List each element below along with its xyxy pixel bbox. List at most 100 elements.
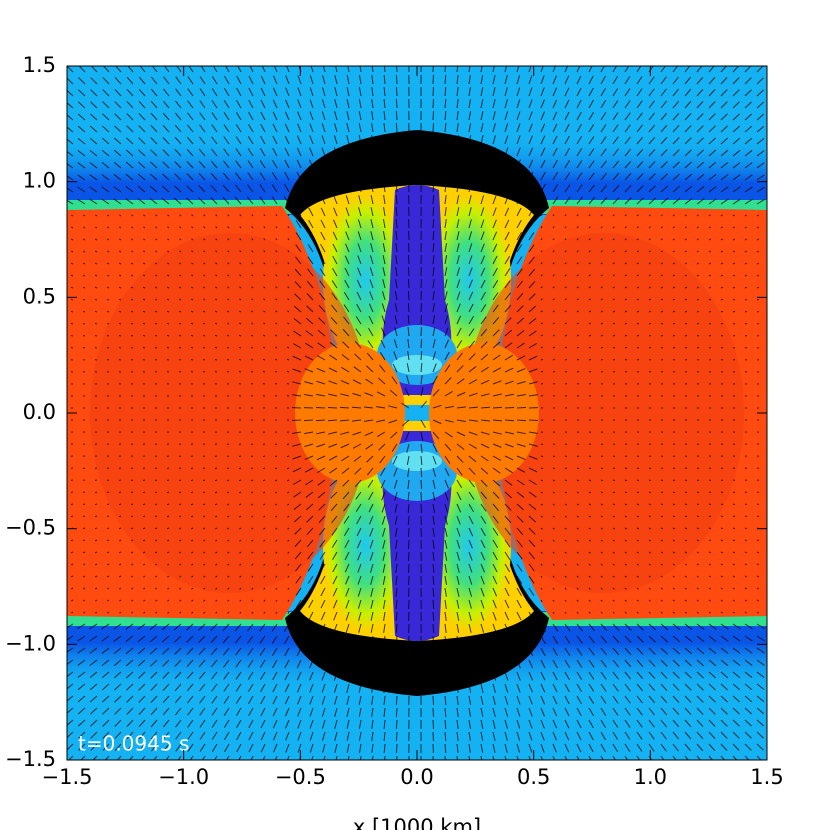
velocity-arrow — [480, 353, 489, 361]
velocity-arrow — [305, 503, 314, 511]
velocity-arrow — [203, 250, 206, 253]
velocity-arrow — [126, 707, 134, 715]
velocity-arrow — [174, 149, 182, 157]
velocity-arrow — [274, 358, 278, 361]
velocity-arrow — [191, 599, 194, 602]
velocity-arrow — [624, 197, 632, 205]
velocity-arrow — [564, 123, 570, 133]
velocity-arrow — [432, 695, 435, 706]
velocity-arrow — [102, 77, 110, 85]
velocity-arrow — [672, 125, 680, 133]
velocity-arrow — [155, 563, 158, 566]
velocity-arrow — [380, 467, 386, 477]
velocity-arrow — [696, 310, 700, 313]
velocity-arrow — [564, 731, 570, 741]
velocity-arrow — [292, 431, 302, 434]
velocity-arrow — [516, 635, 522, 645]
velocity-arrow — [138, 113, 146, 121]
velocity-arrow — [588, 148, 595, 157]
velocity-arrow — [346, 87, 350, 97]
velocity-arrow — [624, 124, 631, 133]
velocity-arrow — [178, 346, 182, 349]
velocity-arrow — [552, 184, 559, 193]
velocity-arrow — [492, 231, 498, 241]
velocity-arrow — [94, 563, 98, 566]
velocity-arrow — [328, 393, 338, 397]
velocity-arrow — [636, 623, 644, 631]
velocity-arrow — [154, 515, 158, 518]
velocity-arrow — [696, 731, 704, 740]
velocity-arrow — [187, 707, 194, 716]
velocity-arrow — [383, 611, 386, 621]
velocity-arrow — [588, 184, 595, 193]
velocity-arrow — [167, 238, 170, 241]
velocity-arrow — [77, 671, 86, 678]
velocity-arrow — [672, 503, 676, 506]
velocity-arrow — [612, 599, 615, 602]
velocity-arrow — [672, 88, 680, 97]
velocity-arrow — [600, 66, 605, 73]
velocity-arrow — [528, 244, 535, 253]
velocity-arrow — [335, 66, 338, 73]
velocity-arrow — [456, 231, 460, 241]
velocity-arrow — [320, 587, 326, 597]
velocity-arrow — [708, 274, 712, 277]
velocity-arrow — [684, 695, 692, 703]
velocity-arrow — [306, 539, 314, 548]
velocity-arrow — [492, 587, 498, 597]
velocity-arrow — [383, 183, 386, 193]
velocity-arrow — [238, 755, 242, 760]
velocity-arrow — [444, 183, 447, 193]
velocity-arrow — [564, 719, 570, 729]
velocity-arrow — [186, 161, 194, 169]
velocity-arrow — [383, 195, 386, 205]
velocity-arrow — [648, 671, 656, 680]
velocity-arrow — [468, 575, 473, 585]
velocity-arrow — [178, 334, 182, 337]
velocity-arrow — [600, 286, 603, 289]
velocity-arrow — [406, 455, 410, 465]
velocity-arrow — [468, 659, 472, 669]
velocity-arrow — [251, 262, 254, 265]
velocity-arrow — [82, 575, 86, 578]
velocity-arrow — [401, 402, 410, 409]
velocity-arrow — [756, 623, 765, 630]
velocity-arrow — [247, 647, 254, 656]
velocity-arrow — [215, 286, 218, 289]
velocity-arrow — [371, 719, 374, 729]
velocity-arrow — [504, 587, 510, 597]
velocity-arrow — [71, 214, 74, 217]
velocity-arrow — [138, 743, 146, 752]
velocity-arrow — [223, 659, 230, 668]
velocity-arrow — [214, 491, 218, 494]
velocity-arrow — [540, 286, 543, 289]
velocity-arrow — [564, 135, 570, 145]
velocity-arrow — [648, 173, 656, 181]
velocity-arrow — [516, 159, 521, 169]
velocity-arrow — [528, 330, 537, 337]
velocity-arrow — [262, 370, 266, 373]
velocity-arrow — [392, 455, 398, 465]
velocity-arrow — [131, 599, 134, 602]
velocity-arrow — [114, 743, 122, 752]
velocity-arrow — [564, 111, 570, 121]
velocity-arrow — [756, 226, 759, 229]
velocity-arrow — [684, 647, 693, 655]
velocity-arrow — [672, 112, 680, 121]
velocity-arrow — [528, 381, 538, 385]
velocity-arrow — [248, 99, 254, 109]
velocity-arrow — [166, 539, 170, 542]
velocity-arrow — [247, 671, 254, 680]
velocity-arrow — [317, 329, 326, 337]
velocity-arrow — [564, 184, 571, 193]
velocity-arrow — [636, 743, 643, 752]
velocity-arrow — [696, 101, 704, 109]
velocity-arrow — [238, 322, 242, 325]
velocity-arrow — [600, 250, 603, 253]
velocity-arrow — [432, 170, 435, 181]
velocity-arrow — [444, 611, 447, 621]
velocity-arrow — [708, 671, 717, 679]
velocity-arrow — [377, 431, 386, 438]
velocity-arrow — [756, 138, 765, 145]
velocity-arrow — [309, 671, 314, 681]
